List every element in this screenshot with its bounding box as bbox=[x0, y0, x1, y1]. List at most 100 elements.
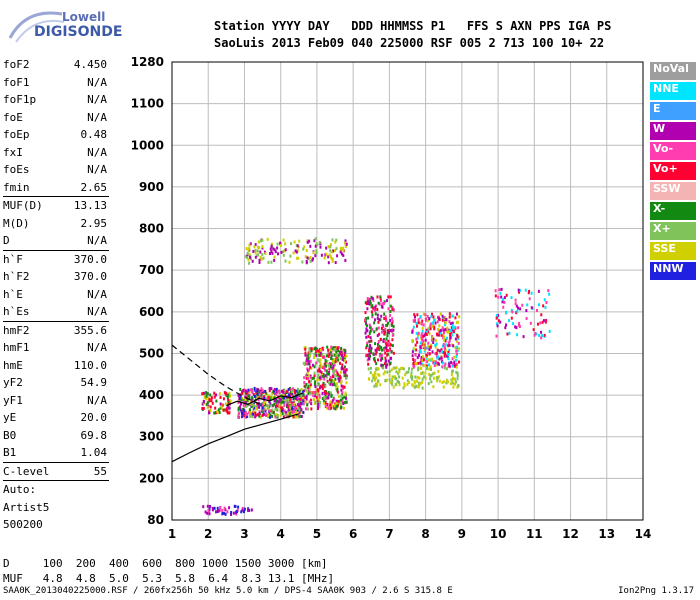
echo-point bbox=[293, 388, 296, 392]
echo-point bbox=[427, 327, 430, 331]
echo-point bbox=[267, 405, 270, 409]
echo-point bbox=[537, 289, 540, 293]
echo-point bbox=[275, 403, 278, 407]
echo-point bbox=[389, 319, 392, 323]
echo-point bbox=[336, 390, 339, 394]
echo-point bbox=[451, 379, 454, 383]
echo-point bbox=[301, 389, 304, 393]
echo-point bbox=[305, 394, 308, 398]
echo-point bbox=[271, 251, 274, 255]
echo-point bbox=[315, 349, 318, 353]
echo-point bbox=[336, 372, 339, 376]
echo-point bbox=[319, 369, 322, 373]
echo-point bbox=[302, 402, 305, 406]
echo-point bbox=[208, 397, 211, 401]
echo-point bbox=[411, 383, 414, 387]
echo-point bbox=[287, 400, 290, 404]
echo-point bbox=[528, 289, 531, 293]
echo-point bbox=[305, 357, 308, 361]
echo-point bbox=[271, 408, 274, 412]
echo-point bbox=[382, 366, 385, 370]
echo-point bbox=[260, 409, 263, 413]
echo-point bbox=[413, 313, 416, 317]
echo-point bbox=[335, 369, 338, 373]
echo-point bbox=[313, 356, 316, 360]
echo-point bbox=[366, 341, 369, 345]
echo-point bbox=[451, 333, 454, 337]
echo-point bbox=[319, 245, 322, 249]
echo-point bbox=[415, 362, 418, 366]
x-tick-label: 6 bbox=[349, 527, 357, 541]
echo-point bbox=[388, 378, 391, 382]
echo-point bbox=[422, 375, 425, 379]
echo-point bbox=[253, 245, 256, 249]
echo-point bbox=[424, 376, 427, 380]
echo-point bbox=[387, 339, 390, 343]
param-row: C-level 55 bbox=[3, 463, 109, 481]
echo-point bbox=[281, 396, 284, 400]
echo-point bbox=[209, 405, 212, 409]
echo-point bbox=[256, 402, 259, 406]
echo-point bbox=[425, 353, 428, 357]
echo-point bbox=[263, 399, 266, 403]
echo-point bbox=[243, 402, 246, 406]
echo-point bbox=[452, 329, 455, 333]
param-key: yF2 bbox=[3, 376, 23, 389]
echo-point bbox=[443, 323, 446, 327]
echo-point bbox=[276, 246, 279, 250]
echo-point bbox=[398, 380, 401, 384]
echo-point bbox=[243, 507, 246, 511]
echo-point bbox=[434, 318, 437, 322]
echo-point bbox=[280, 389, 283, 393]
echo-point bbox=[343, 353, 346, 357]
echo-point bbox=[417, 366, 420, 370]
echo-point bbox=[504, 326, 507, 330]
echo-point bbox=[532, 328, 535, 332]
echo-point bbox=[427, 345, 430, 349]
echo-point bbox=[276, 413, 279, 417]
echo-point bbox=[278, 391, 281, 395]
echo-point bbox=[412, 357, 415, 361]
echo-point bbox=[367, 335, 370, 339]
echo-point bbox=[282, 415, 285, 419]
param-row: h`E N/A bbox=[3, 286, 109, 304]
param-value: 0.48 bbox=[80, 128, 108, 141]
echo-point bbox=[304, 353, 307, 357]
echo-point bbox=[387, 341, 390, 345]
echo-point bbox=[391, 307, 394, 311]
echo-point bbox=[342, 406, 345, 410]
echo-point bbox=[309, 347, 312, 351]
echo-point bbox=[390, 350, 393, 354]
echo-point bbox=[416, 336, 419, 340]
echo-point bbox=[389, 329, 392, 333]
echo-point bbox=[334, 260, 337, 264]
echo-point bbox=[434, 345, 437, 349]
echo-point bbox=[425, 332, 428, 336]
echo-point bbox=[318, 404, 321, 408]
echo-point bbox=[378, 332, 381, 336]
echo-point bbox=[295, 413, 298, 417]
echo-point bbox=[335, 382, 338, 386]
echo-point bbox=[456, 345, 459, 349]
legend-item-nne: NNE bbox=[650, 82, 696, 100]
echo-point bbox=[327, 393, 330, 397]
echo-point bbox=[391, 382, 394, 386]
echo-point bbox=[500, 295, 503, 299]
echo-point bbox=[330, 255, 333, 259]
echo-point bbox=[201, 407, 204, 411]
echo-point bbox=[279, 409, 282, 413]
echo-point bbox=[270, 387, 273, 391]
echo-point bbox=[329, 382, 332, 386]
echo-point bbox=[294, 406, 297, 410]
echo-point bbox=[374, 359, 377, 363]
echo-point bbox=[321, 387, 324, 391]
x-tick-label: 2 bbox=[204, 527, 212, 541]
echo-point bbox=[298, 407, 301, 411]
echo-point bbox=[321, 346, 324, 350]
echo-point bbox=[242, 414, 245, 418]
echo-point bbox=[310, 391, 313, 395]
echo-point bbox=[416, 356, 419, 360]
echo-point bbox=[314, 400, 317, 404]
legend-item-nnw: NNW bbox=[650, 262, 696, 280]
echo-point bbox=[506, 332, 509, 336]
